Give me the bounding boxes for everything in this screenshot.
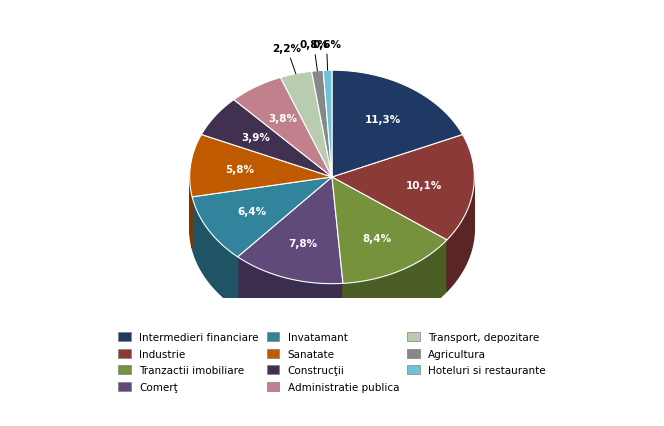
Legend: Intermedieri financiare, Industrie, Tranzactii imobiliare, Comerţ, Invatamant, S: Intermedieri financiare, Industrie, Tran… [118, 332, 546, 392]
Polygon shape [280, 72, 332, 178]
Polygon shape [190, 135, 332, 197]
Text: 10,1%: 10,1% [406, 180, 442, 190]
Text: 3,9%: 3,9% [242, 133, 270, 143]
Polygon shape [447, 178, 474, 291]
Polygon shape [234, 78, 332, 178]
Text: 8,4%: 8,4% [363, 233, 392, 243]
Polygon shape [311, 71, 332, 178]
Text: 11,3%: 11,3% [365, 115, 401, 125]
Text: 3,8%: 3,8% [268, 114, 297, 124]
Polygon shape [201, 101, 332, 178]
Polygon shape [332, 178, 447, 284]
Polygon shape [190, 178, 192, 248]
Polygon shape [238, 257, 343, 335]
Polygon shape [343, 240, 447, 335]
Polygon shape [192, 178, 332, 257]
Text: 6,4%: 6,4% [237, 207, 266, 217]
Text: 2,2%: 2,2% [272, 44, 301, 54]
Polygon shape [238, 178, 343, 284]
Text: 7,8%: 7,8% [288, 238, 317, 248]
Polygon shape [192, 197, 238, 308]
Polygon shape [332, 71, 463, 178]
Text: 0,6%: 0,6% [312, 40, 341, 49]
Polygon shape [323, 71, 332, 178]
Polygon shape [332, 135, 474, 240]
Text: 0,8%: 0,8% [299, 40, 328, 50]
Text: 5,8%: 5,8% [226, 165, 254, 175]
